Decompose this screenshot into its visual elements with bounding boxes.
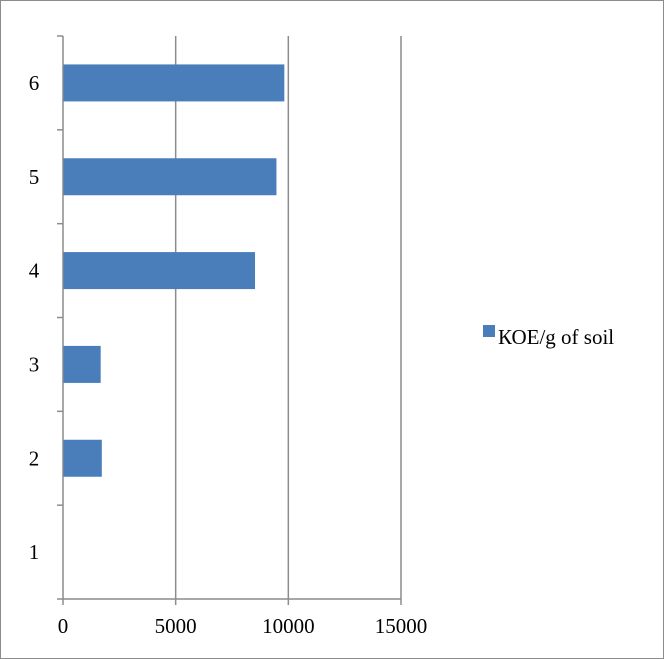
bar bbox=[63, 439, 102, 477]
legend-label: КОЕ/g of soil bbox=[498, 325, 614, 349]
gridlines bbox=[174, 36, 402, 599]
y-tick-label: 5 bbox=[29, 165, 40, 189]
bar bbox=[63, 64, 285, 102]
y-tick-label: 6 bbox=[29, 71, 40, 95]
bars bbox=[63, 64, 285, 477]
tick-labels: 0 5000 10000 15000 1 2 3 4 5 6 bbox=[29, 71, 428, 638]
bar bbox=[63, 345, 101, 383]
bar bbox=[63, 252, 256, 290]
y-tick-label: 3 bbox=[29, 352, 40, 376]
x-tick-label: 5000 bbox=[155, 614, 197, 638]
x-tick-label: 15000 bbox=[375, 614, 428, 638]
y-tick-label: 4 bbox=[29, 259, 40, 283]
bar bbox=[63, 158, 277, 196]
axes bbox=[57, 35, 402, 605]
x-tick-label: 0 bbox=[58, 614, 69, 638]
x-tick-label: 10000 bbox=[262, 614, 315, 638]
y-tick-label: 2 bbox=[29, 446, 40, 470]
legend-swatch bbox=[483, 325, 495, 337]
legend: КОЕ/g of soil bbox=[483, 325, 614, 349]
y-tick-label: 1 bbox=[29, 540, 40, 564]
